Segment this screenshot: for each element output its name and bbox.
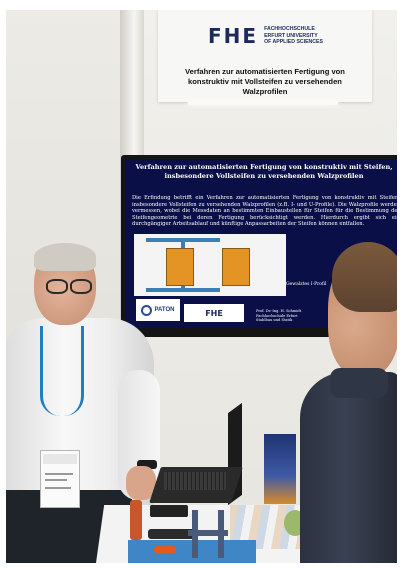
red-object [154,546,176,553]
visitor-hair [332,242,403,312]
badge-text-line [45,487,71,489]
paton-logo: PATON [136,299,180,321]
ceiling-light [188,101,338,105]
slide-author: Prof. Dr.-Ing. H. Schmidt Fachhochschule… [256,309,301,323]
model-part [188,530,228,536]
profile-figure [134,234,286,296]
author-line: Fachhochschule Erfurt [256,313,298,318]
logo-mark-small: FHE [205,308,223,318]
sign-title: Verfahren zur automatisierten Fertigung … [185,67,345,96]
stiffener-left [166,248,194,286]
paton-label: PATON [154,307,175,313]
logo-text: FACHHOCHSCHULE ERFURT UNIVERSITY OF APPL… [264,26,323,46]
lanyard [40,326,84,416]
slide-title: Verfahren zur automatisierten Fertigung … [135,163,393,180]
author-line: Prof. Dr.-Ing. H. Schmidt [256,309,302,313]
stiffener-right [222,248,250,286]
logo-line: OF APPLIED SCIENCES [264,39,323,46]
name-badge [40,450,80,508]
slide-body: Die Erfindung betrifft ein Verfahren zur… [132,195,400,228]
figure-caption: Gewalztes I-Profil [286,282,327,287]
visitor-collar [330,368,388,398]
flange-bottom [146,288,220,292]
steel-profile-model [188,510,228,558]
phone [150,505,188,517]
logo-mark: FHE [208,24,259,48]
logo-line: FACHHOCHSCHULE [264,26,315,33]
badge-header [43,454,77,464]
fhe-logo-small: FHE [184,304,244,322]
visitor-shirt [300,372,400,564]
flange-top [146,238,220,242]
author-line: Stahlbau und Statik [256,318,293,323]
glasses-lens [46,279,68,294]
presenter-hair [34,243,96,271]
bottle [130,500,142,540]
brochure-stand [264,434,296,504]
laptop-keyboard [164,472,226,490]
booth-header-sign: FHE FACHHOCHSCHULE ERFURT UNIVERSITY OF … [158,10,372,102]
logo-line: ERFURT UNIVERSITY [264,32,318,39]
glasses-lens [70,279,92,294]
glasses-icon [42,279,96,294]
badge-text-line [45,473,73,475]
badge-text-line [45,479,67,481]
watch-icon [137,460,157,469]
remote-control [148,529,196,539]
paton-ring-icon [141,304,153,316]
fhe-logo: FHE FACHHOCHSCHULE ERFURT UNIVERSITY OF … [208,24,323,48]
